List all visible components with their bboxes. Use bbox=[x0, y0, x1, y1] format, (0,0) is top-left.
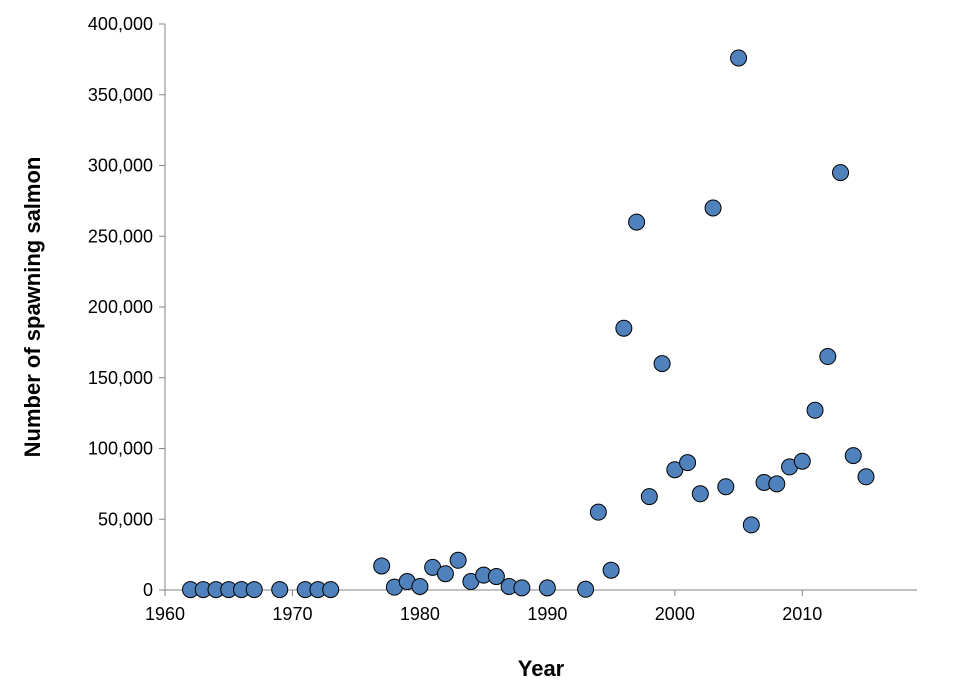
data-point bbox=[640, 488, 658, 506]
data-points bbox=[181, 49, 875, 599]
data-point bbox=[373, 557, 391, 575]
data-point bbox=[577, 580, 595, 598]
data-point bbox=[487, 568, 505, 586]
data-point bbox=[679, 454, 697, 472]
data-point bbox=[436, 565, 454, 583]
y-tick-label: 200,000 bbox=[88, 297, 153, 317]
data-point bbox=[768, 475, 786, 493]
data-point bbox=[717, 478, 735, 496]
x-axis-title: Year bbox=[518, 656, 565, 681]
y-axis-title: Number of spawning salmon bbox=[20, 157, 45, 458]
data-point bbox=[793, 452, 811, 470]
data-point bbox=[449, 551, 467, 569]
y-tick-label: 400,000 bbox=[88, 14, 153, 34]
data-point bbox=[322, 581, 340, 599]
data-point bbox=[819, 348, 837, 366]
data-point bbox=[666, 461, 684, 479]
data-point bbox=[411, 577, 429, 595]
data-point bbox=[628, 213, 646, 231]
y-tick-label: 150,000 bbox=[88, 368, 153, 388]
data-point bbox=[691, 485, 709, 503]
y-tick-label: 50,000 bbox=[98, 509, 153, 529]
data-point bbox=[653, 355, 671, 373]
data-point bbox=[704, 199, 722, 217]
axes bbox=[164, 24, 917, 591]
data-point bbox=[538, 579, 556, 597]
y-tick-label: 250,000 bbox=[88, 226, 153, 246]
x-tick-label: 1970 bbox=[272, 604, 312, 624]
data-point bbox=[615, 319, 633, 337]
y-tick-label: 350,000 bbox=[88, 85, 153, 105]
data-point bbox=[513, 579, 531, 597]
ticks: 0 50,000 100,000 150,000 200,000 250,000 300,0… bbox=[88, 14, 822, 624]
data-point bbox=[832, 164, 850, 182]
x-tick-label: 1990 bbox=[527, 604, 567, 624]
x-tick-label: 1960 bbox=[145, 604, 185, 624]
data-point bbox=[602, 561, 620, 579]
data-point bbox=[271, 581, 289, 599]
y-tick-label: 0 bbox=[143, 580, 153, 600]
x-tick-label: 1980 bbox=[400, 604, 440, 624]
data-point bbox=[730, 49, 748, 67]
data-point bbox=[844, 447, 862, 465]
data-point bbox=[857, 468, 875, 486]
x-tick-label: 2010 bbox=[782, 604, 822, 624]
data-point bbox=[589, 503, 607, 521]
data-point bbox=[742, 516, 760, 534]
data-point bbox=[245, 581, 263, 599]
y-tick-label: 100,000 bbox=[88, 439, 153, 459]
x-tick-label: 2000 bbox=[655, 604, 695, 624]
data-point bbox=[806, 401, 824, 419]
y-tick-label: 300,000 bbox=[88, 156, 153, 176]
